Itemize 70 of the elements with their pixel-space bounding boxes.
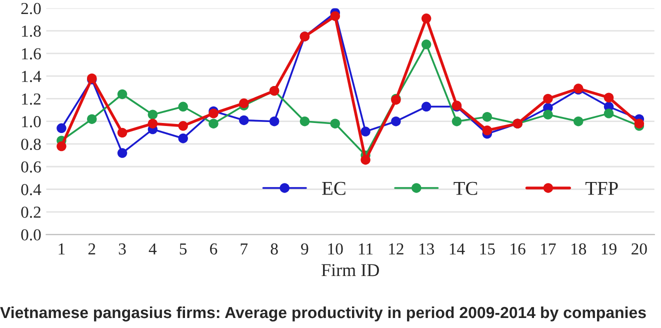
y-tick-label: 0.8 [21,138,41,150]
point [87,114,97,124]
y-tick-label: 1.4 [22,70,42,82]
y-tick-label: 1.6 [22,48,41,60]
point [360,154,370,165]
x-tick-label: 15 [480,243,495,255]
y-tick-label: 2.0 [21,2,41,14]
point [330,118,340,128]
x-tick-label: 19 [602,243,616,255]
point [421,40,432,50]
point [239,115,249,126]
y-tick-label: 0.0 [21,229,41,241]
x-tick-label: 2 [88,243,96,254]
x-tick-label: 18 [572,243,586,255]
x-tick-label: 3 [118,243,126,255]
point [421,14,432,24]
x-tick-label: 9 [301,243,308,255]
x-tick-label: 13 [419,243,434,255]
point [56,141,66,152]
point [300,116,310,126]
point [634,118,644,128]
point [239,98,249,108]
point [543,110,553,120]
point [574,116,584,126]
point [452,116,462,126]
point [208,118,218,128]
y-tick-label: 1.2 [22,93,40,105]
point [543,94,553,104]
x-tick-label: 17 [541,243,556,254]
x-tick-label: 4 [148,243,157,254]
point [56,123,66,134]
x-tick-label: 7 [240,244,248,254]
y-tick-label: 0.6 [21,161,41,173]
legend-label: TFP [585,182,618,195]
x-tick-label: 12 [389,243,404,254]
point [604,92,614,102]
point [117,128,128,138]
text: Vietnamese pangasius firms: Average productivity in period 2009-2014 by companies [0,306,646,322]
point [148,110,158,120]
point [482,126,492,136]
point [208,108,218,118]
x-tick-label: 11 [358,243,373,254]
point [117,89,128,100]
legend-label: EC [322,182,346,195]
legend-label: TC [454,182,478,195]
x-tick-label: 20 [632,243,647,255]
point [360,126,370,136]
y-tick-label: 0.2 [21,206,40,218]
point [148,118,158,128]
x-tick-label: 14 [450,243,465,254]
point [391,116,401,126]
x-axis-title: Firm ID [322,264,379,276]
point [269,116,280,126]
x-tick-label: 5 [180,244,187,255]
x-tick-label: 6 [210,243,218,255]
x-tick-label: 8 [270,243,278,255]
x-tick-label: 16 [510,243,526,255]
y-tick-label: 0.4 [21,184,42,196]
point [178,102,188,112]
point [178,133,188,144]
point [330,11,340,21]
point [117,148,128,158]
x-tick-label: 1 [58,243,65,254]
point [604,108,614,118]
point [421,102,432,112]
point [482,112,492,122]
y-tick-label: 1.8 [22,26,41,37]
x-tick-label: 10 [328,243,343,255]
y-tick-label: 1.0 [22,116,41,128]
point [178,121,188,131]
